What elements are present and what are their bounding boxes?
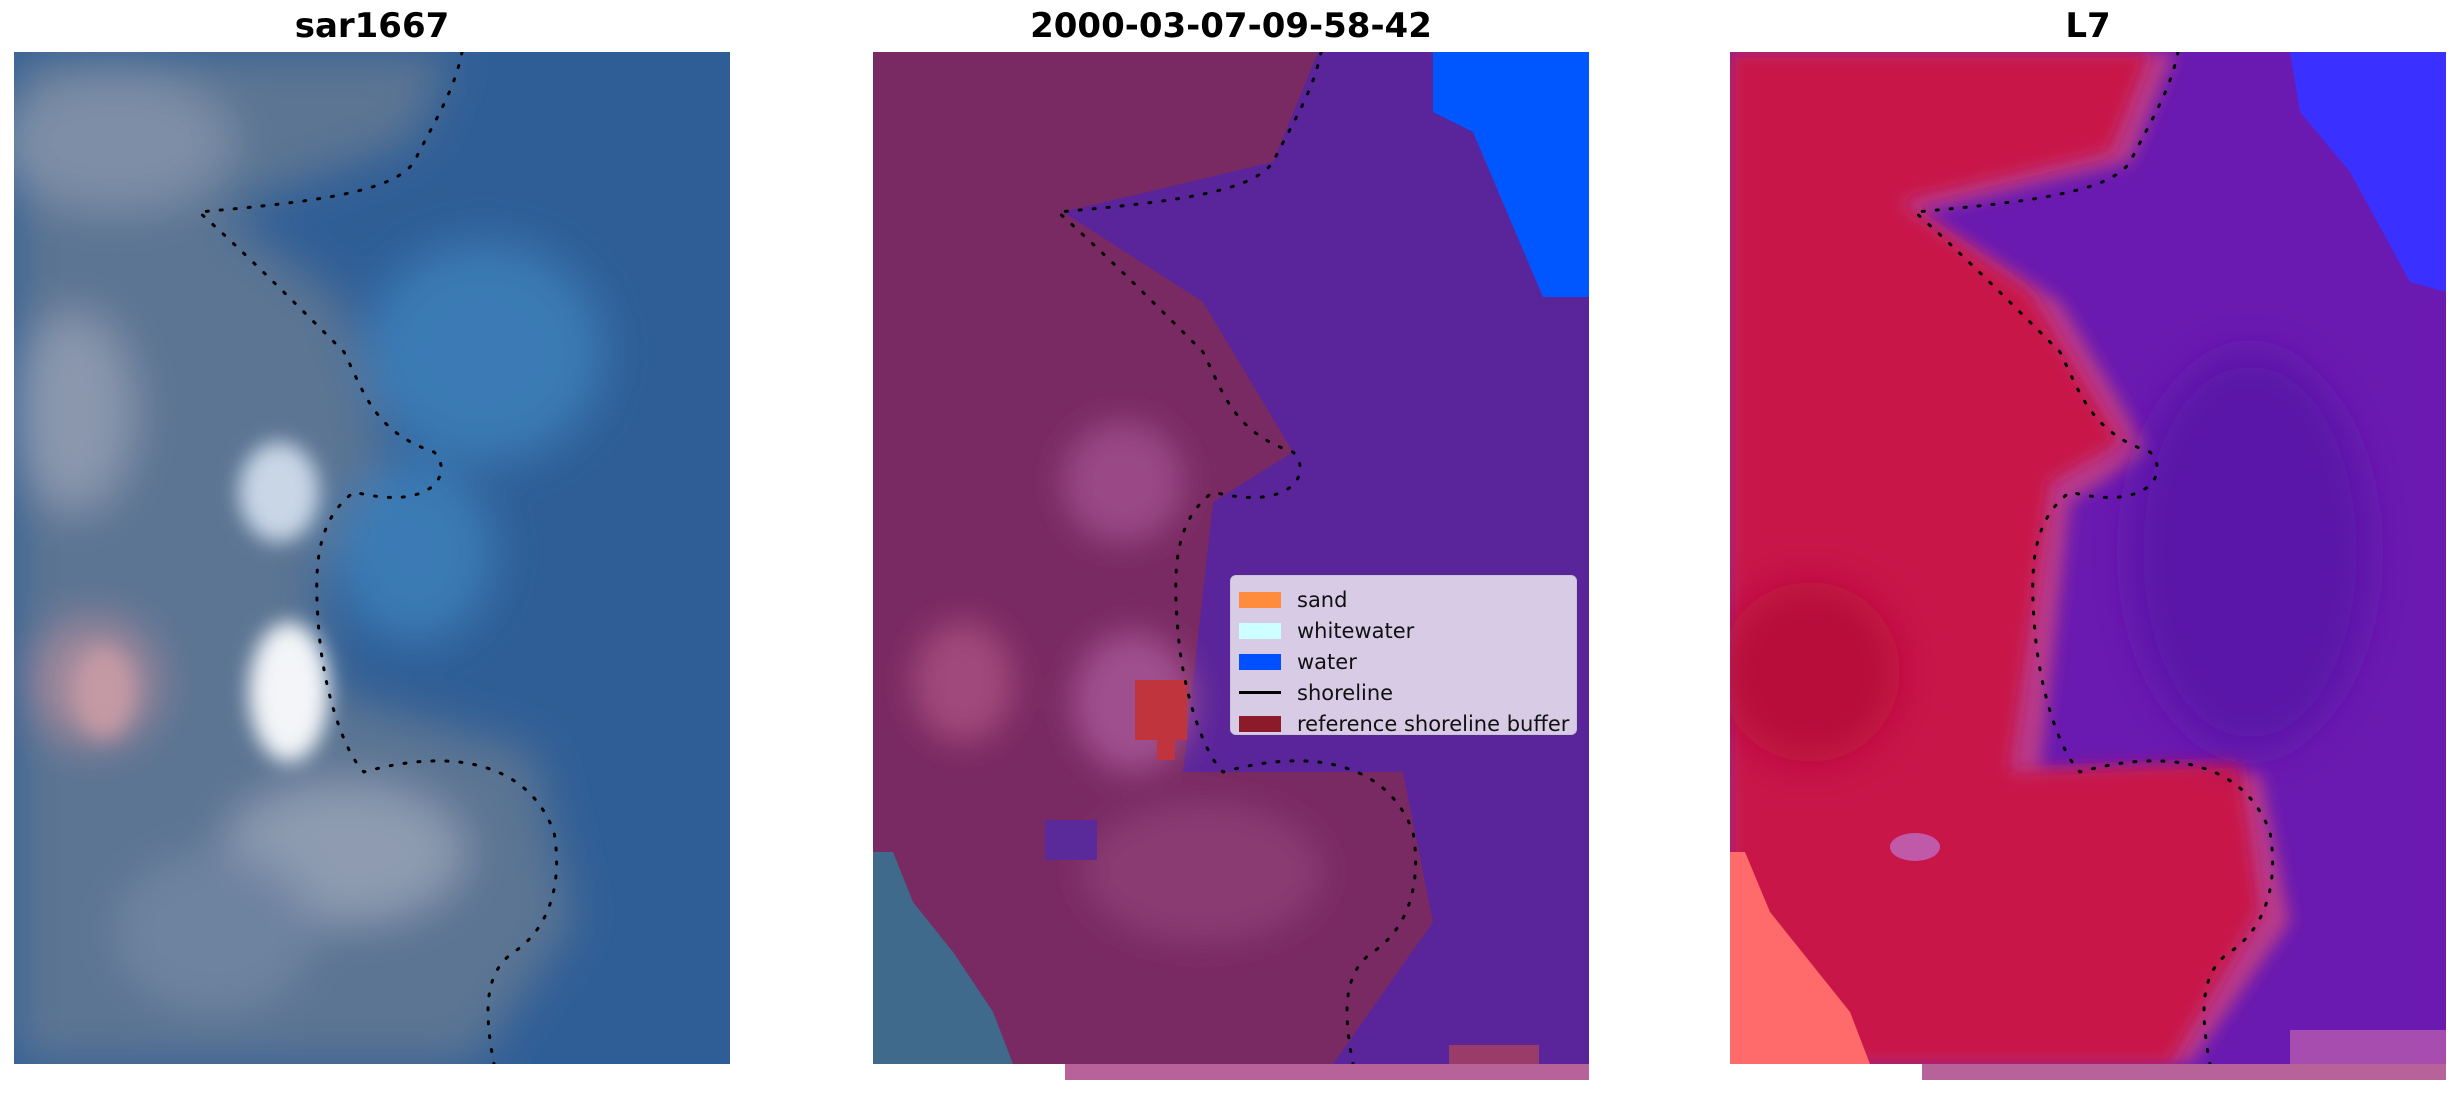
reference-buffer-swatch xyxy=(1239,715,1281,732)
panel-title-rgb: sar1667 xyxy=(294,6,450,46)
classified-bottom-strip xyxy=(1065,1064,1589,1080)
shoreline-line-swatch xyxy=(1239,691,1281,694)
legend-label: water xyxy=(1297,649,1357,674)
classified-image xyxy=(873,52,1589,1064)
panel-title-classified: 2000-03-07-09-58-42 xyxy=(1030,6,1432,46)
legend-item-whitewater: whitewater xyxy=(1239,615,1576,646)
sand-swatch xyxy=(1239,591,1281,608)
legend-label: reference shoreline buffer xyxy=(1297,711,1570,736)
legend-label: whitewater xyxy=(1297,618,1415,643)
water-swatch xyxy=(1239,653,1281,670)
rgb-satellite-image xyxy=(14,52,730,1064)
legend-item-sand: sand xyxy=(1239,584,1576,615)
index-image xyxy=(1730,52,2446,1064)
legend-item-water: water xyxy=(1239,646,1576,677)
legend: sand whitewater water shoreline referenc… xyxy=(1230,575,1577,736)
index-bottom-strip xyxy=(1922,1064,2446,1080)
legend-item-shoreline: shoreline xyxy=(1239,677,1576,708)
panel-title-ndwi: L7 xyxy=(2065,6,2111,46)
whitewater-swatch xyxy=(1239,622,1281,639)
legend-label: shoreline xyxy=(1297,680,1394,705)
legend-item-reference-buffer: reference shoreline buffer xyxy=(1239,708,1576,739)
legend-label: sand xyxy=(1297,587,1348,612)
